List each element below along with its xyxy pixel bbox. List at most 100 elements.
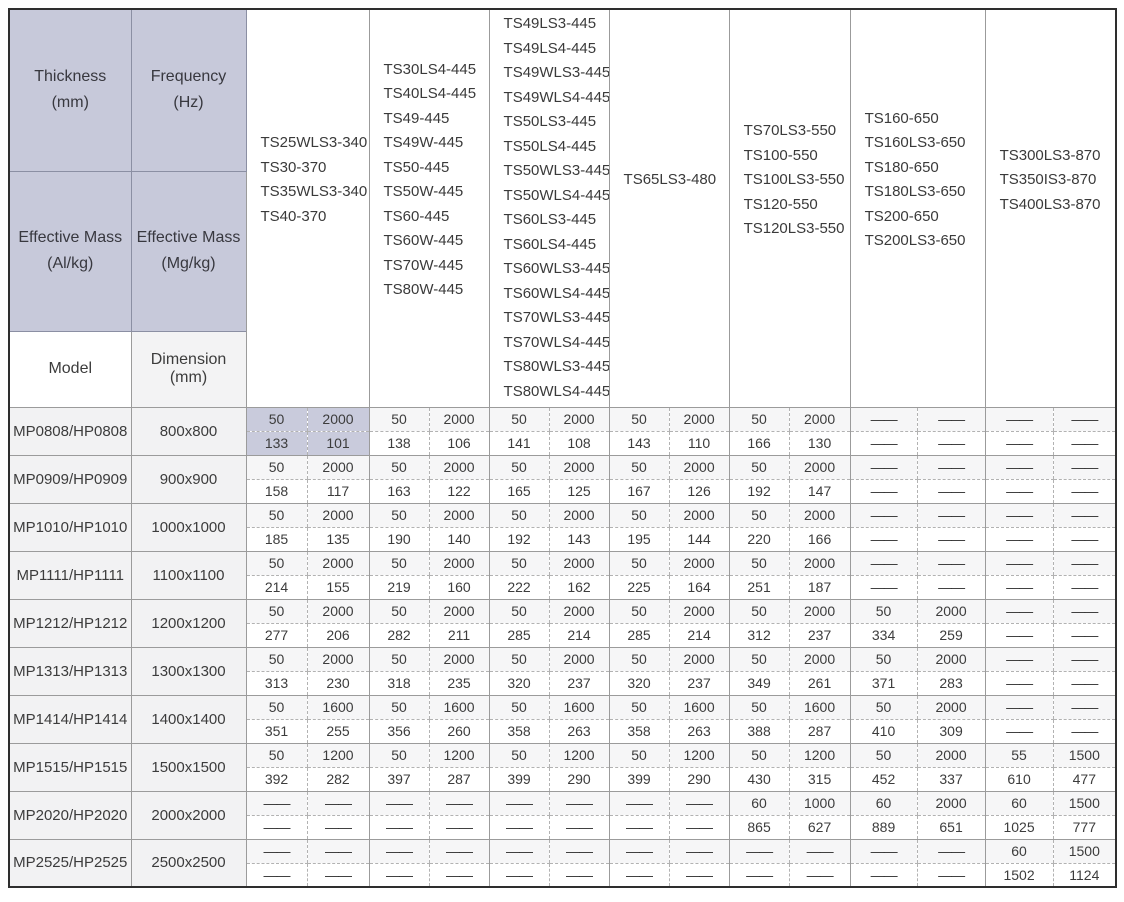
value-cell: 392 [245, 767, 307, 792]
value-cell: 158 [245, 479, 307, 504]
effective-mass-mg-label: Effective Mass [136, 229, 241, 246]
value-cell: 315 [788, 767, 851, 792]
group-model-name: TS300LS3-870 [999, 146, 1101, 164]
group-model-name: TS50WLS3-445 [503, 162, 610, 180]
value-cell: 50 [608, 455, 670, 480]
value-cell: 1124 [1052, 863, 1117, 888]
value-cell: 192 [488, 527, 550, 552]
value-cell: 312 [728, 623, 790, 648]
table-row: MP0909/HP0909 900x900 50 2000 50 2000 50 2000 50… [8, 455, 1117, 504]
empty-value-cell: —— [1052, 503, 1117, 528]
model-cell: MP0909/HP0909 [8, 455, 132, 504]
group-model-name: TS50WLS4-445 [503, 186, 610, 204]
value-cell: 259 [916, 623, 986, 648]
group-model-name: TS160-650 [864, 109, 939, 127]
empty-value-cell: —— [984, 527, 1054, 552]
value-cell: 101 [306, 431, 370, 456]
empty-value-cell: —— [306, 863, 370, 888]
table-row: MP1212/HP1212 1200x1200 50 2000 50 2000 50 2000… [8, 599, 1117, 648]
value-cell: 2000 [548, 503, 610, 528]
value-cell: 50 [245, 743, 307, 768]
group-model-name: TS40-370 [260, 207, 327, 225]
value-cell: 50 [245, 551, 307, 576]
empty-value-cell: —— [984, 479, 1054, 504]
value-cell: 237 [788, 623, 851, 648]
value-cell: 2000 [916, 599, 986, 624]
value-cell: 2000 [916, 647, 986, 672]
table-row: 185 135 190 140 192 143 195 144 220 166 —— —— —— —— [9, 527, 1117, 552]
empty-value-cell: —— [1052, 479, 1117, 504]
value-cell: 140 [428, 527, 490, 552]
empty-value-cell: —— [984, 695, 1054, 720]
value-cell: 106 [428, 431, 490, 456]
empty-value-cell: —— [916, 407, 986, 432]
empty-value-cell: —— [849, 479, 918, 504]
group-model-name: TS50LS4-445 [503, 137, 597, 155]
empty-value-cell: —— [984, 719, 1054, 744]
value-cell: 50 [488, 455, 550, 480]
value-cell: 60 [984, 839, 1054, 864]
group-model-name: TS35WLS3-340 [260, 183, 368, 201]
value-cell: 50 [488, 599, 550, 624]
value-cell: 430 [728, 767, 790, 792]
empty-value-cell: —— [428, 839, 490, 864]
group-model-name: TS60WLS4-445 [503, 284, 610, 302]
empty-value-cell: —— [849, 575, 918, 600]
group-model-name: TS30-370 [260, 158, 327, 176]
group-model-name: TS49LS3-445 [503, 15, 597, 33]
value-cell: 135 [306, 527, 370, 552]
value-cell: 777 [1052, 815, 1117, 840]
dimension-cell: 900x900 [131, 455, 247, 504]
value-cell: 166 [788, 527, 851, 552]
value-cell: 237 [668, 671, 730, 696]
group-model-name: TS120LS3-550 [743, 220, 845, 237]
value-cell: 290 [668, 767, 730, 792]
value-cell: 50 [849, 695, 918, 720]
model-group-header-7: TS300LS3-870 TS350IS3-870 TS400LS3-870 [984, 9, 1117, 408]
value-cell: 865 [728, 815, 790, 840]
model-cell: MP1010/HP1010 [8, 503, 132, 552]
value-cell: 237 [548, 671, 610, 696]
empty-value-cell: —— [1052, 407, 1117, 432]
dimension-cell: 1300x1300 [131, 647, 247, 696]
frequency-header: Frequency (Hz) [130, 8, 247, 172]
value-cell: 1500 [1052, 839, 1117, 864]
empty-value-cell: —— [1052, 551, 1117, 576]
group-model-name: TS60LS4-445 [503, 235, 597, 253]
table-row: 133 101 138 106 141 108 143 110 166 130 —— —— —— —— [9, 431, 1117, 456]
empty-value-cell: —— [608, 839, 670, 864]
empty-value-cell: —— [788, 863, 851, 888]
empty-value-cell: —— [1052, 599, 1117, 624]
group-model-name: TS80WLS3-445 [503, 358, 610, 376]
value-cell: 50 [728, 455, 790, 480]
empty-value-cell: —— [245, 839, 307, 864]
value-cell: 1200 [548, 743, 610, 768]
value-cell: 283 [916, 671, 986, 696]
value-cell: 50 [368, 743, 430, 768]
empty-value-cell: —— [245, 863, 307, 888]
model-group-header-1: TS25WLS3-340 TS30-370 TS35WLS3-340 TS40-370 [245, 9, 370, 408]
model-cell: MP2525/HP2525 [8, 839, 132, 888]
value-cell: 287 [788, 719, 851, 744]
value-cell: 337 [916, 767, 986, 792]
effective-mass-mg-header: Effective Mass (Mg/kg) [130, 170, 247, 332]
value-cell: 287 [428, 767, 490, 792]
empty-value-cell: —— [984, 503, 1054, 528]
empty-value-cell: —— [1052, 527, 1117, 552]
value-cell: 235 [428, 671, 490, 696]
empty-value-cell: —— [608, 815, 670, 840]
value-cell: 2000 [306, 407, 370, 432]
dimension-cell: 1000x1000 [131, 503, 247, 552]
value-cell: 397 [368, 767, 430, 792]
effective-mass-mg-unit: (Mg/kg) [161, 255, 216, 272]
value-cell: 50 [245, 647, 307, 672]
value-cell: 477 [1052, 767, 1117, 792]
empty-value-cell: —— [1052, 455, 1117, 480]
value-cell: 2000 [668, 407, 730, 432]
empty-value-cell: —— [488, 791, 550, 816]
value-cell: 50 [608, 599, 670, 624]
value-cell: 2000 [306, 503, 370, 528]
value-cell: 2000 [428, 599, 490, 624]
frequency-unit: (Hz) [173, 94, 204, 112]
value-cell: 410 [849, 719, 918, 744]
